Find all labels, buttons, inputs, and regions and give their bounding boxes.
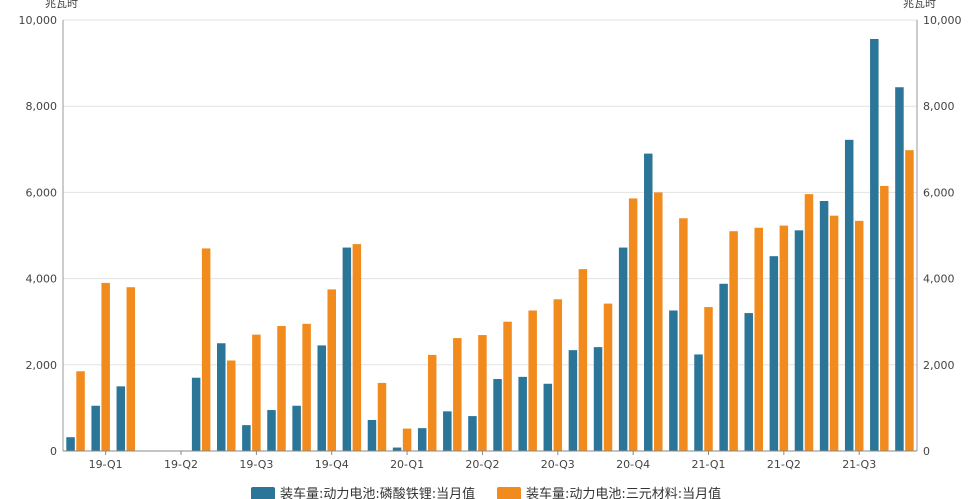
bar-series-1 [669, 310, 678, 451]
y-tick-label-right: 0 [923, 445, 930, 458]
bar-series-2 [76, 371, 85, 451]
legend-label: 装车量:动力电池:磷酸铁锂:当月值 [280, 486, 475, 499]
bar-series-2 [478, 335, 487, 451]
legend: 装车量:动力电池:磷酸铁锂:当月值 装车量:动力电池:三元材料:当月值 [251, 486, 721, 499]
bar-series-2 [603, 303, 613, 451]
bar-series-2 [252, 334, 261, 451]
bar-series-1 [744, 313, 753, 451]
x-tick-label: 21-Q3 [842, 458, 876, 471]
axes: 0 0 2,000 2,000 4,000 4,000 6,000 6,000 8,000 8,0… [19, 14, 962, 471]
bar-series-2 [628, 198, 638, 451]
x-tick-label: 20-Q3 [541, 458, 575, 471]
bar-series-1 [342, 247, 352, 451]
bar-series-1 [493, 379, 502, 451]
bar-series-2 [854, 220, 864, 451]
bar-series-2 [880, 185, 889, 451]
x-tick-label: 19-Q4 [315, 458, 349, 471]
bar-series-2 [126, 287, 136, 451]
bar-series-2 [654, 192, 663, 451]
bar-series-2 [402, 428, 412, 451]
bar-series-2 [101, 282, 110, 451]
bar-series-2 [277, 326, 286, 451]
bar-series-1 [543, 383, 553, 451]
bar-series-1 [895, 87, 904, 452]
x-tick-label: 20-Q1 [390, 458, 424, 471]
bar-series-2 [377, 382, 387, 451]
bar-series-1 [819, 201, 829, 451]
bar-series-1 [618, 247, 628, 451]
bar-series-1 [91, 405, 100, 451]
bar-series-2 [553, 299, 563, 451]
bar-series-2 [352, 244, 362, 451]
bar-series-1 [644, 153, 653, 452]
bar-series-1 [191, 377, 201, 451]
bar-series-1 [292, 405, 301, 451]
y-tick-label-left: 4,000 [26, 273, 58, 286]
bar-series-2 [427, 354, 437, 451]
bar-series-2 [528, 310, 537, 451]
y-tick-label-left: 0 [50, 445, 57, 458]
bar-series-2 [704, 307, 713, 451]
bar-series-2 [453, 338, 462, 451]
bar-series-1 [468, 416, 477, 451]
bar-series-2 [503, 321, 512, 451]
x-tick-label: 19-Q2 [164, 458, 198, 471]
right-axis-unit: 兆瓦时 [903, 0, 936, 10]
bar-series-2 [679, 218, 688, 451]
bar-series-2 [227, 360, 236, 451]
bar-series-1 [317, 345, 326, 451]
y-tick-label-right: 2,000 [923, 359, 955, 372]
y-tick-label-left: 8,000 [26, 100, 58, 113]
bar-series-1 [694, 354, 703, 451]
x-tick-label: 19-Q1 [89, 458, 123, 471]
bar-series-1 [769, 256, 779, 451]
legend-swatch [251, 487, 275, 499]
bar-series-2 [302, 323, 311, 451]
y-tick-label-left: 10,000 [19, 14, 58, 27]
bar-series-2 [754, 227, 763, 451]
y-tick-label-right: 8,000 [923, 100, 955, 113]
bar-series-1 [267, 410, 276, 451]
bar-series-1 [417, 428, 427, 451]
bar-series-2 [327, 289, 336, 451]
bar-series-1 [719, 283, 728, 451]
bar-series-1 [844, 139, 854, 451]
bar-series-1 [392, 447, 402, 451]
x-tick-label: 21-Q1 [691, 458, 725, 471]
bar-series-1 [518, 376, 527, 451]
bar-series-1 [116, 386, 126, 451]
bar-series-2 [729, 231, 738, 451]
x-tick-label: 20-Q4 [616, 458, 650, 471]
bar-series-1 [242, 425, 251, 451]
bar-series-2 [779, 225, 789, 451]
x-tick-label: 20-Q2 [465, 458, 499, 471]
y-tick-label-left: 6,000 [26, 186, 58, 199]
bar-series-1 [593, 347, 603, 451]
bar-series-1 [367, 419, 377, 451]
gridlines [63, 19, 917, 366]
legend-label: 装车量:动力电池:三元材料:当月值 [526, 486, 721, 499]
bars [66, 38, 914, 452]
x-tick-label: 21-Q2 [767, 458, 801, 471]
bar-series-1 [443, 411, 452, 451]
left-axis-unit: 兆瓦时 [45, 0, 78, 10]
bar-series-1 [870, 38, 879, 452]
legend-swatch [497, 487, 521, 499]
y-tick-label-right: 4,000 [923, 273, 955, 286]
y-tick-label-right: 6,000 [923, 186, 955, 199]
bar-series-1 [217, 343, 226, 451]
bar-series-1 [66, 437, 75, 451]
bar-series-2 [905, 150, 914, 452]
bar-series-2 [829, 215, 839, 451]
y-tick-label-right: 10,000 [923, 14, 962, 27]
bar-series-1 [794, 230, 804, 451]
bar-series-2 [201, 248, 211, 451]
bar-series-2 [578, 269, 588, 451]
x-tick-label: 19-Q3 [239, 458, 273, 471]
y-tick-label-left: 2,000 [26, 359, 58, 372]
bar-series-2 [804, 194, 814, 451]
bar-series-1 [568, 350, 578, 451]
